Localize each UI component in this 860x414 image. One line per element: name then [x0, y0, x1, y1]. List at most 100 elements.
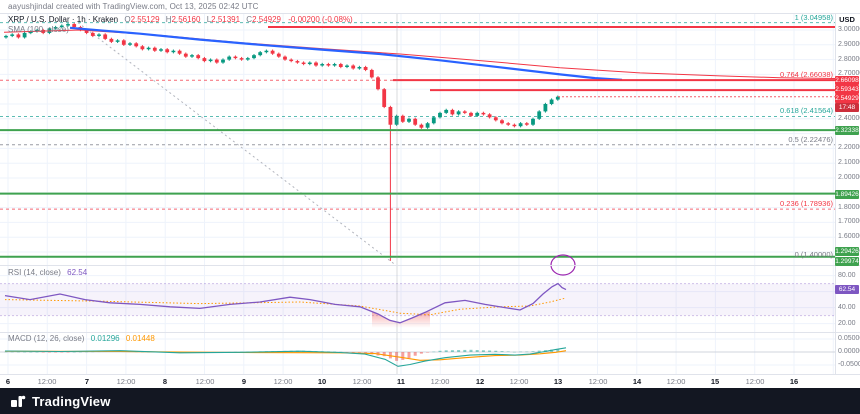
candle [165, 49, 170, 53]
candle [450, 109, 455, 115]
attribution-text: aayushjindal created with TradingView.co… [8, 2, 259, 11]
macd-histogram-bar [382, 352, 386, 357]
candle [537, 111, 542, 119]
macd-histogram-bar [556, 349, 560, 352]
rsi-pane[interactable] [0, 282, 835, 328]
candle [90, 32, 95, 36]
currency-label: USD [839, 15, 855, 24]
candle [444, 109, 449, 113]
candle [183, 53, 188, 57]
macd-histogram-bar [66, 352, 70, 353]
macd-line [4, 347, 567, 367]
rsi-tick: 80.00 [838, 271, 856, 279]
candle [10, 34, 15, 36]
macd-histogram-bar [438, 350, 442, 352]
candle [506, 123, 511, 125]
low-label: L [206, 15, 212, 24]
price-chart-canvas[interactable] [0, 0, 860, 388]
tradingview-logo-icon[interactable] [10, 393, 26, 409]
rsi-value: 62.54 [67, 268, 88, 277]
candle [469, 112, 473, 116]
macd-histogram-bar [494, 350, 498, 352]
low-value: 2.51391 [211, 15, 241, 24]
macd-histogram-bar [450, 350, 454, 352]
time-axis-label: 8 [162, 377, 168, 386]
macd-value-2: 0.01448 [125, 334, 155, 343]
candle [487, 114, 492, 118]
fib-label-0: 0 (1.40000) [794, 250, 833, 259]
candle [376, 77, 380, 90]
candle [190, 55, 194, 57]
time-axis-label: 12:00 [509, 377, 529, 386]
time-axis[interactable] [0, 374, 860, 389]
candle [382, 89, 387, 107]
sma-legend[interactable]: SMA (100, close) [8, 25, 69, 34]
macd-histogram-bar [419, 352, 423, 354]
candle [53, 27, 58, 29]
close-value: 2.54929 [252, 15, 281, 24]
open-label: O [124, 15, 131, 24]
candle [357, 66, 362, 69]
price-tick: 2.70000 [838, 70, 860, 78]
price-badge: 17:48 [835, 102, 859, 112]
candle [481, 112, 486, 115]
time-axis-label: 6 [5, 377, 11, 386]
fib-label-0.5: 0.5 (2.22476) [788, 134, 833, 144]
macd-histogram-bar [426, 352, 430, 353]
macd-histogram-bar [388, 352, 392, 359]
candle [500, 120, 504, 124]
price-tick: 2.20000 [838, 144, 860, 152]
macd-pane[interactable] [0, 347, 835, 367]
candle [314, 62, 318, 66]
main-pane[interactable] [0, 22, 835, 267]
price-badge: 2.59343 [835, 84, 859, 94]
price-badge: 2.66098 [835, 75, 859, 85]
rsi-legend[interactable]: RSI (14, close) 62.54 [8, 268, 87, 277]
macd-histogram-bar [432, 351, 436, 353]
time-axis-label: 12:00 [352, 377, 372, 386]
macd-histogram-bar [531, 351, 535, 352]
macd-histogram-bar [407, 352, 411, 359]
macd-histogram-bar [475, 350, 479, 352]
candle [264, 50, 269, 53]
macd-histogram-bar [457, 350, 461, 352]
macd-histogram-bar [351, 352, 355, 353]
candle [413, 118, 418, 125]
time-axis-label: 9 [241, 377, 247, 386]
macd-histogram-bar [364, 352, 368, 353]
candle [28, 31, 33, 33]
tradingview-wordmark[interactable]: TradingView [32, 393, 111, 409]
candle [16, 34, 21, 38]
rsi-label: RSI (14, close) [8, 268, 61, 277]
candle [115, 40, 120, 42]
symbol-title: XRP / U.S. Dollar · 1h · Kraken [8, 15, 119, 24]
macd-histogram-bar [488, 350, 492, 352]
macd-histogram-bar [519, 351, 523, 353]
candle [221, 59, 225, 63]
macd-histogram-bar [41, 352, 45, 353]
candle [84, 29, 89, 33]
price-badge: 2.54929 [835, 93, 859, 103]
rsi-tick: 20.00 [838, 319, 856, 327]
macd-histogram-bar [72, 351, 76, 353]
candle [400, 115, 405, 122]
symbol-legend[interactable]: XRP / U.S. Dollar · 1h · Kraken O2.55129… [8, 15, 353, 24]
candle [419, 124, 424, 128]
price-badge: 1.29974 [835, 256, 859, 266]
candle [258, 52, 263, 56]
candle [394, 115, 399, 125]
macd-histogram-bar [16, 351, 20, 353]
macd-histogram-bar [401, 352, 405, 360]
candle [128, 43, 132, 45]
candle [320, 64, 325, 66]
macd-legend[interactable]: MACD (12, 26, close) 0.01296 0.01448 [8, 334, 155, 343]
candle [146, 47, 151, 50]
fib-label-0.764: 0.764 (2.66038) [780, 70, 833, 80]
rsi-line [4, 282, 567, 324]
candle [202, 58, 207, 62]
time-axis-label: 12 [475, 377, 485, 386]
candle [35, 29, 39, 32]
time-axis-label: 12:00 [195, 377, 215, 386]
